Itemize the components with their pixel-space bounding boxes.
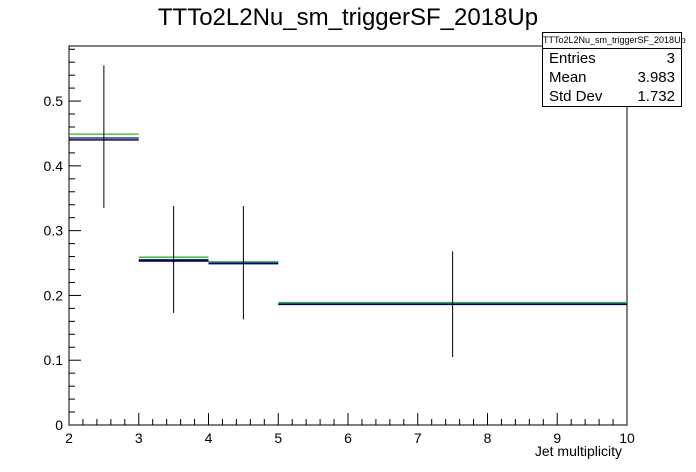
x-tick-label: 3: [135, 430, 143, 446]
x-tick-label: 5: [274, 430, 282, 446]
x-tick-label: 4: [205, 430, 213, 446]
x-tick-label: 9: [553, 430, 561, 446]
stats-box: TTTo2L2Nu_sm_triggerSF_2018Up Entries 3 …: [542, 32, 686, 107]
y-tick-label: 0.2: [44, 287, 64, 303]
y-tick-label: 0.4: [44, 158, 64, 174]
y-tick-label: 0: [55, 417, 63, 433]
y-tick-label: 0.1: [44, 352, 64, 368]
stats-value: 3: [666, 50, 675, 67]
chart-title: TTTo2L2Nu_sm_triggerSF_2018Up: [157, 4, 539, 31]
x-axis-label: Jet multiplicity: [535, 443, 622, 459]
stats-box-title: TTTo2L2Nu_sm_triggerSF_2018Up: [543, 33, 686, 49]
stats-row-mean: Mean 3.983: [543, 68, 681, 87]
x-tick-label: 2: [65, 430, 73, 446]
stats-row-stddev: Std Dev 1.732: [543, 87, 681, 106]
y-tick-label: 0.3: [44, 223, 64, 239]
stats-label: Entries: [549, 50, 596, 67]
y-tick-label: 0.5: [44, 93, 64, 109]
histogram-marks: [69, 65, 627, 357]
stats-value: 3.983: [637, 69, 675, 86]
stats-label: Mean: [549, 69, 587, 86]
x-tick-label: 8: [484, 430, 492, 446]
x-tick-label: 6: [344, 430, 352, 446]
x-tick-label: 7: [414, 430, 422, 446]
stats-row-entries: Entries 3: [543, 49, 681, 68]
x-tick-label: 10: [619, 430, 635, 446]
stats-label: Std Dev: [549, 88, 603, 105]
stats-value: 1.732: [637, 88, 675, 105]
